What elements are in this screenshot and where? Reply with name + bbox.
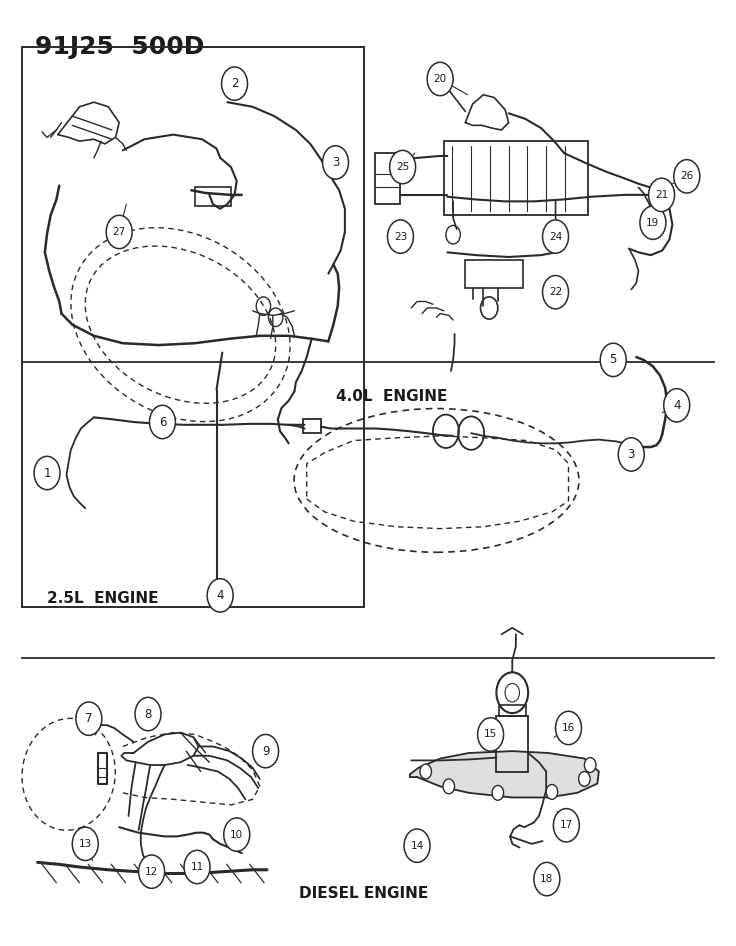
Bar xyxy=(496,716,528,772)
Bar xyxy=(375,153,400,204)
Text: 6: 6 xyxy=(159,415,166,429)
Text: 21: 21 xyxy=(655,190,668,200)
Circle shape xyxy=(492,785,503,800)
Bar xyxy=(22,46,364,607)
Text: 26: 26 xyxy=(680,171,693,182)
Text: DIESEL ENGINE: DIESEL ENGINE xyxy=(300,885,429,901)
Text: 1: 1 xyxy=(43,466,51,480)
Text: 91J25  500D: 91J25 500D xyxy=(35,35,204,60)
Text: 25: 25 xyxy=(396,162,409,172)
Bar xyxy=(195,187,231,206)
Circle shape xyxy=(222,67,247,100)
Circle shape xyxy=(224,818,250,851)
Text: 14: 14 xyxy=(411,841,424,850)
Circle shape xyxy=(553,809,579,842)
Text: 18: 18 xyxy=(540,874,553,885)
Circle shape xyxy=(534,863,560,896)
Circle shape xyxy=(664,389,690,422)
Text: 27: 27 xyxy=(113,227,126,236)
Text: 13: 13 xyxy=(79,839,92,849)
Circle shape xyxy=(674,160,700,193)
Circle shape xyxy=(34,456,60,490)
Circle shape xyxy=(389,150,416,184)
Circle shape xyxy=(542,219,568,254)
Text: 24: 24 xyxy=(549,232,562,241)
Circle shape xyxy=(601,343,626,377)
Circle shape xyxy=(420,764,431,779)
Circle shape xyxy=(184,850,210,884)
Text: 20: 20 xyxy=(434,74,447,84)
Text: 17: 17 xyxy=(559,820,573,831)
Circle shape xyxy=(72,827,98,861)
Circle shape xyxy=(76,702,102,735)
Circle shape xyxy=(135,697,161,730)
Circle shape xyxy=(542,275,568,309)
Bar xyxy=(498,705,526,716)
Circle shape xyxy=(106,216,132,249)
Circle shape xyxy=(584,758,596,773)
Text: 4: 4 xyxy=(673,399,681,412)
Circle shape xyxy=(578,772,590,786)
Text: 11: 11 xyxy=(191,862,204,872)
Bar xyxy=(465,260,523,288)
Text: 3: 3 xyxy=(628,448,635,461)
Text: 9: 9 xyxy=(262,745,269,758)
Circle shape xyxy=(648,178,674,212)
Text: 16: 16 xyxy=(562,723,575,733)
Text: 19: 19 xyxy=(646,218,659,228)
Circle shape xyxy=(443,779,455,794)
Circle shape xyxy=(640,206,666,239)
Text: 2: 2 xyxy=(231,78,238,90)
Circle shape xyxy=(618,438,644,471)
Circle shape xyxy=(404,829,430,863)
Text: 12: 12 xyxy=(145,867,158,877)
Text: 8: 8 xyxy=(144,708,152,721)
Text: 23: 23 xyxy=(394,232,407,241)
Text: 15: 15 xyxy=(484,729,498,740)
Polygon shape xyxy=(410,751,599,797)
Text: 4: 4 xyxy=(216,588,224,602)
Circle shape xyxy=(556,711,581,745)
Circle shape xyxy=(427,62,453,96)
Circle shape xyxy=(138,855,165,888)
Circle shape xyxy=(478,718,503,751)
Text: 5: 5 xyxy=(609,354,617,366)
Circle shape xyxy=(252,734,278,768)
Circle shape xyxy=(387,219,414,254)
Bar xyxy=(303,419,321,433)
Text: 3: 3 xyxy=(332,156,339,169)
Text: 10: 10 xyxy=(230,830,244,839)
Text: 22: 22 xyxy=(549,288,562,297)
Circle shape xyxy=(207,579,233,612)
Circle shape xyxy=(322,146,349,179)
Circle shape xyxy=(149,405,175,439)
Text: 4.0L  ENGINE: 4.0L ENGINE xyxy=(336,389,447,404)
Circle shape xyxy=(546,784,558,799)
Text: 7: 7 xyxy=(85,712,93,726)
Text: 2.5L  ENGINE: 2.5L ENGINE xyxy=(47,591,158,605)
